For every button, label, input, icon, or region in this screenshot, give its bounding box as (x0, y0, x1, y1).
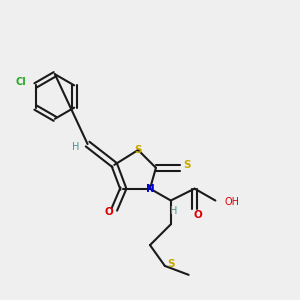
Text: OH: OH (224, 197, 239, 207)
Text: N: N (146, 184, 154, 194)
Text: S: S (183, 160, 191, 170)
Text: O: O (193, 210, 202, 220)
Text: S: S (134, 145, 142, 155)
Text: Cl: Cl (15, 77, 26, 87)
Text: H: H (72, 142, 80, 152)
Text: H: H (170, 206, 178, 216)
Text: S: S (167, 260, 175, 269)
Text: O: O (104, 207, 113, 218)
